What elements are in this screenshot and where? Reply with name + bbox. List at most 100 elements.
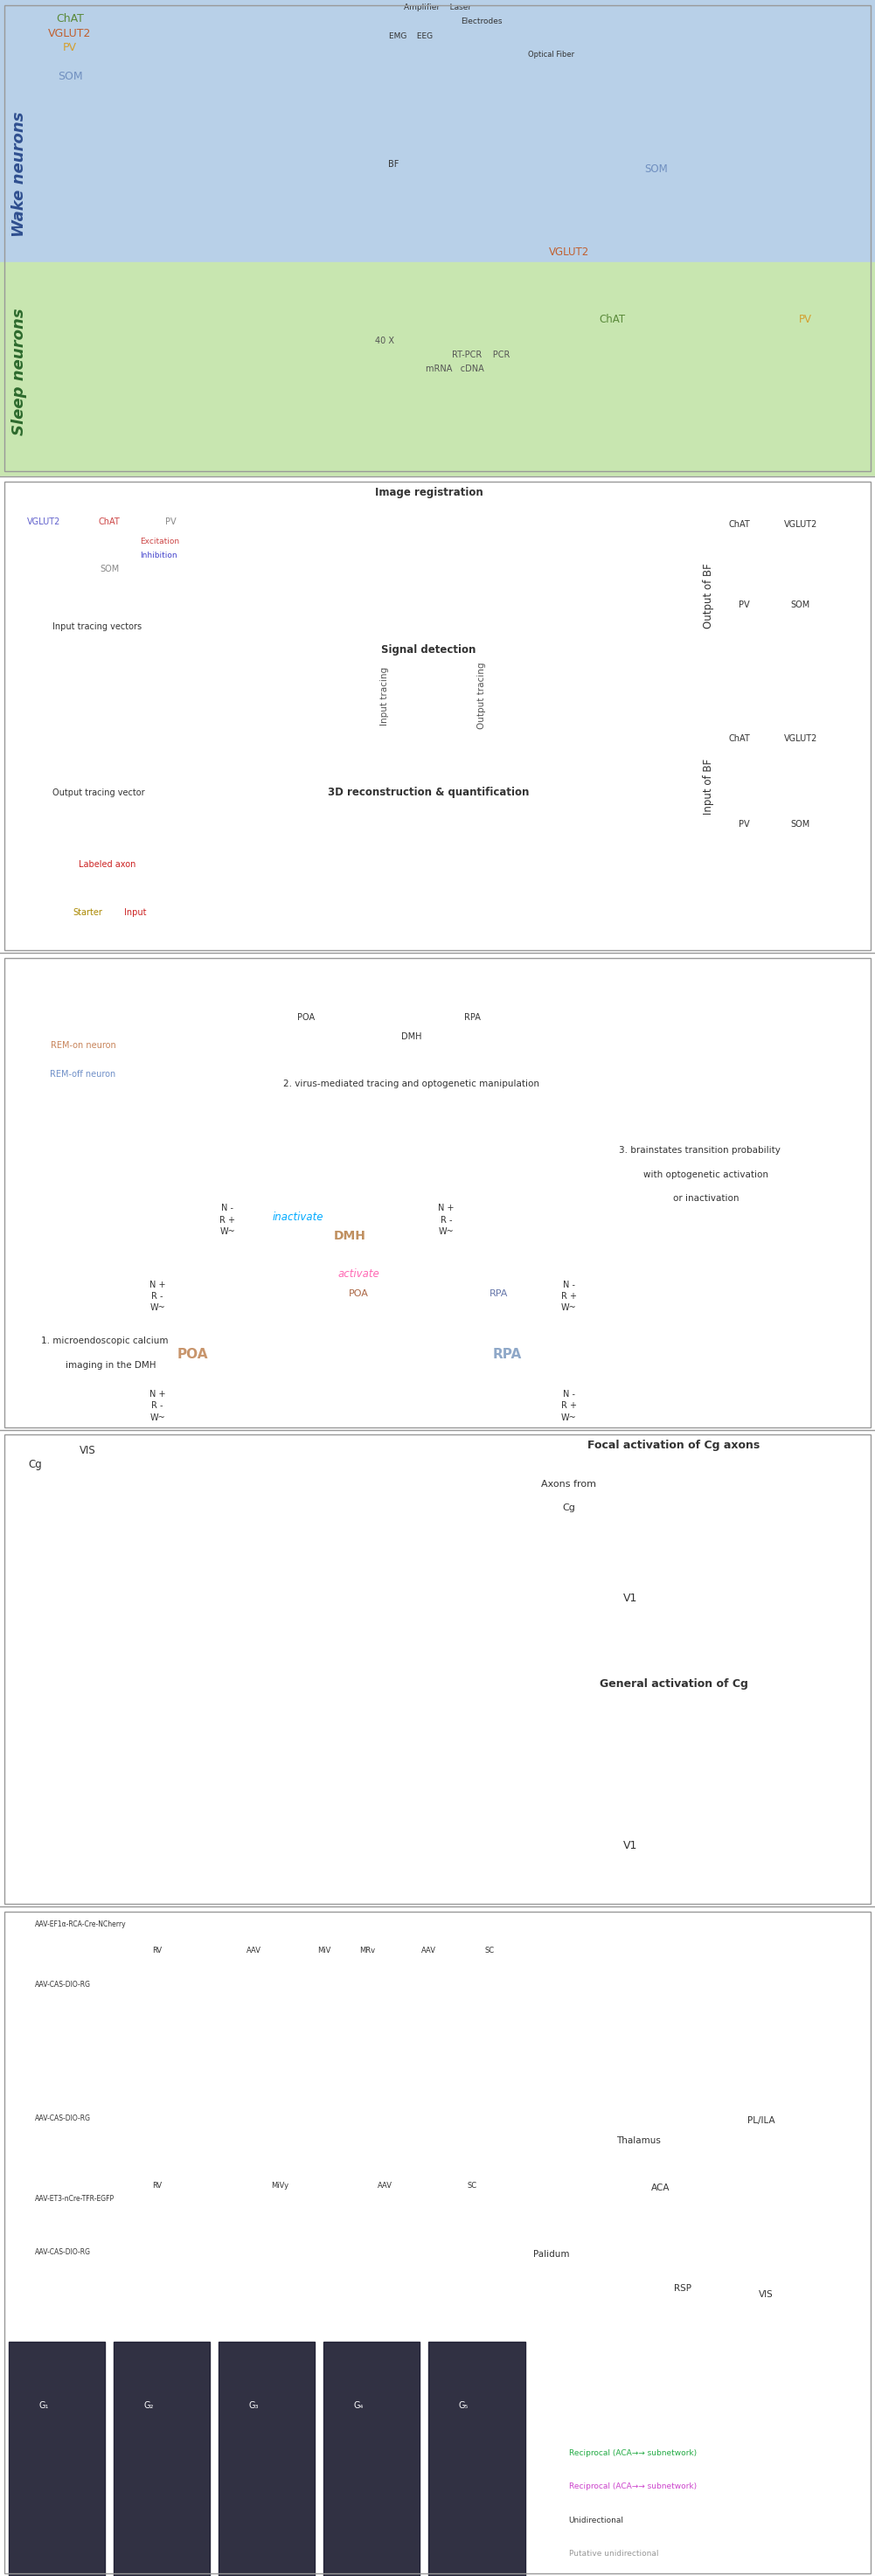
Text: Focal activation of Cg axons: Focal activation of Cg axons <box>587 1440 760 1450</box>
Text: Thalamus: Thalamus <box>617 2136 661 2146</box>
Text: PV: PV <box>63 41 77 54</box>
Text: POA: POA <box>177 1347 208 1360</box>
Text: VIS: VIS <box>759 2290 773 2298</box>
Text: Signal detection: Signal detection <box>382 644 476 654</box>
Text: V1: V1 <box>623 1839 637 1852</box>
Text: AAV-EF1α-RCA-Cre-NCherry: AAV-EF1α-RCA-Cre-NCherry <box>35 1919 127 1927</box>
Text: G₅: G₅ <box>458 2401 469 2411</box>
Text: BF: BF <box>389 160 399 167</box>
Bar <box>429 2342 525 2576</box>
Bar <box>9 2342 105 2576</box>
Text: AAV: AAV <box>378 2182 392 2190</box>
Text: imaging in the DMH: imaging in the DMH <box>54 1360 156 1370</box>
Text: Image registration: Image registration <box>374 487 483 497</box>
Text: POA: POA <box>298 1012 315 1023</box>
Text: G₂: G₂ <box>144 2401 154 2411</box>
Text: N -
R +
W~: N - R + W~ <box>220 1203 235 1236</box>
Text: Sleep neurons: Sleep neurons <box>11 309 27 435</box>
Text: General activation of Cg: General activation of Cg <box>599 1680 748 1690</box>
Text: ACA: ACA <box>651 2184 670 2192</box>
Text: SOM: SOM <box>791 819 810 829</box>
Text: VGLUT2: VGLUT2 <box>784 734 817 742</box>
Text: Optical Fiber: Optical Fiber <box>528 52 575 59</box>
Text: G₄: G₄ <box>354 2401 364 2411</box>
Text: RSP: RSP <box>674 2285 691 2293</box>
Text: AAV-ET3-nCre-TFR-EGFP: AAV-ET3-nCre-TFR-EGFP <box>35 2195 115 2202</box>
Text: PV: PV <box>738 600 749 611</box>
Text: Input: Input <box>124 907 147 917</box>
Bar <box>0 953 875 1430</box>
Text: SC: SC <box>467 2182 478 2190</box>
Text: N +
R -
W~: N + R - W~ <box>150 1391 165 1422</box>
Bar <box>4 958 871 1427</box>
Text: Wake neurons: Wake neurons <box>11 111 27 237</box>
Text: RPA: RPA <box>465 1012 480 1023</box>
Bar <box>0 1430 875 1906</box>
Text: SOM: SOM <box>791 600 810 611</box>
Text: with optogenetic activation: with optogenetic activation <box>632 1170 768 1180</box>
Text: N -
R +
W~: N - R + W~ <box>561 1391 577 1422</box>
Text: ChAT: ChAT <box>729 520 750 528</box>
Text: AAV: AAV <box>422 1947 436 1955</box>
Text: VGLUT2: VGLUT2 <box>27 518 60 526</box>
Text: VGLUT2: VGLUT2 <box>48 28 92 39</box>
Text: Reciprocal (ACA→→ subnetwork): Reciprocal (ACA→→ subnetwork) <box>569 2483 697 2491</box>
Text: MiVy: MiVy <box>271 2182 289 2190</box>
Text: Cg: Cg <box>28 1458 42 1471</box>
Text: Amplifier    Laser: Amplifier Laser <box>403 3 472 10</box>
Text: DMH: DMH <box>334 1229 366 1242</box>
Text: ChAT: ChAT <box>599 314 626 325</box>
Text: ChAT: ChAT <box>99 518 120 526</box>
Text: RV: RV <box>152 1947 163 1955</box>
Bar <box>219 2342 315 2576</box>
Bar <box>4 482 871 951</box>
Text: AAV: AAV <box>247 1947 261 1955</box>
Text: 2. virus-mediated tracing and optogenetic manipulation: 2. virus-mediated tracing and optogeneti… <box>284 1079 539 1087</box>
Bar <box>4 1435 871 1904</box>
Text: Output tracing vector: Output tracing vector <box>52 788 145 799</box>
Text: Input of BF: Input of BF <box>704 757 714 814</box>
Text: REM-on neuron: REM-on neuron <box>51 1041 116 1051</box>
Text: SC: SC <box>485 1947 495 1955</box>
Text: Palidum: Palidum <box>533 2251 570 2259</box>
Text: Putative unidirectional: Putative unidirectional <box>569 2550 658 2558</box>
Text: MiV: MiV <box>317 1947 331 1955</box>
Text: N +
R -
W~: N + R - W~ <box>438 1203 454 1236</box>
Text: SOM: SOM <box>58 70 82 82</box>
Text: 3. brainstates transition probability: 3. brainstates transition probability <box>620 1146 781 1154</box>
Text: MRv: MRv <box>360 1947 375 1955</box>
Bar <box>0 1906 875 2576</box>
Text: activate: activate <box>338 1267 380 1280</box>
Text: PV: PV <box>799 314 811 325</box>
Text: ChAT: ChAT <box>729 734 750 742</box>
Text: Input tracing vectors: Input tracing vectors <box>52 621 142 631</box>
Text: AAV-CAS-DIO-RG: AAV-CAS-DIO-RG <box>35 2115 91 2123</box>
Bar <box>114 2342 210 2576</box>
Text: Input tracing: Input tracing <box>381 667 389 724</box>
Text: PV: PV <box>738 819 749 829</box>
Text: Axons from: Axons from <box>542 1479 596 1489</box>
Text: Starter: Starter <box>73 907 102 917</box>
Text: EMG    EEG: EMG EEG <box>389 31 433 39</box>
Text: POA: POA <box>349 1288 368 1298</box>
Text: G₃: G₃ <box>248 2401 259 2411</box>
Text: VIS: VIS <box>80 1445 95 1455</box>
Text: Output tracing: Output tracing <box>477 662 486 729</box>
Text: G₁: G₁ <box>38 2401 49 2411</box>
Text: Reciprocal (ACA→→ subnetwork): Reciprocal (ACA→→ subnetwork) <box>569 2450 697 2458</box>
Text: SOM: SOM <box>645 162 668 175</box>
Bar <box>324 2342 420 2576</box>
Text: PL/ILA: PL/ILA <box>747 2117 775 2125</box>
Text: RPA: RPA <box>493 1347 522 1360</box>
Text: Cg: Cg <box>563 1504 575 1512</box>
Text: Electrodes: Electrodes <box>460 18 502 26</box>
Text: RV: RV <box>152 2182 163 2190</box>
Text: V1: V1 <box>623 1592 637 1605</box>
Text: REM-off neuron: REM-off neuron <box>50 1069 116 1079</box>
Text: Inhibition: Inhibition <box>140 551 178 559</box>
Text: PV: PV <box>165 518 176 526</box>
Text: SOM: SOM <box>100 564 119 574</box>
Text: Excitation: Excitation <box>140 538 179 546</box>
Text: 2 mm: 2 mm <box>304 1785 326 1793</box>
Bar <box>4 1911 871 2573</box>
